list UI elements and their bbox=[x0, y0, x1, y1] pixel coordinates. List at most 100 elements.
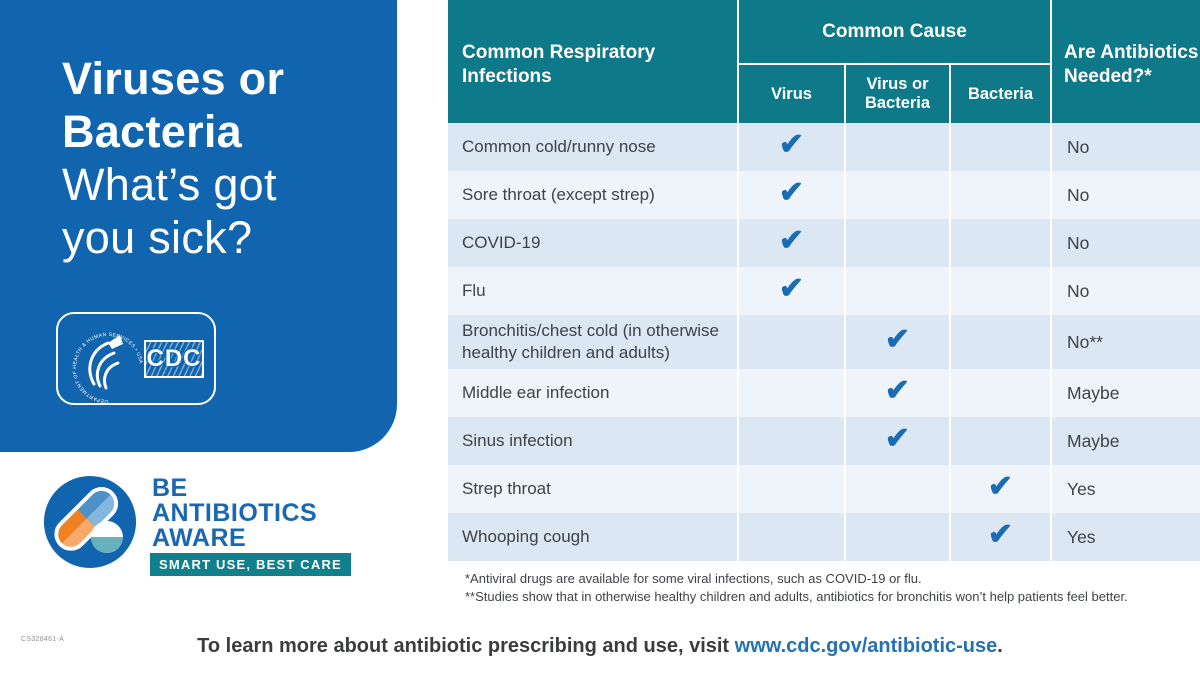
antibiotics-answer: Maybe bbox=[1050, 417, 1200, 465]
cdc-antibiotic-use-link[interactable]: www.cdc.gov/antibiotic-use bbox=[734, 635, 998, 657]
infection-name: Common cold/runny nose bbox=[462, 137, 656, 156]
antibiotics-answer: Yes bbox=[1050, 465, 1200, 513]
cause-cell-bacteria bbox=[949, 417, 1050, 465]
cause-cell-virus bbox=[737, 465, 844, 513]
cause-cell-virus bbox=[737, 369, 844, 417]
table-row: Common cold/runny nose ✔ No bbox=[448, 123, 1200, 171]
baa-line-antibiotics: ANTIBIOTICS bbox=[152, 499, 318, 527]
header-virus: Virus bbox=[737, 63, 844, 123]
cause-cell-virus-or-bacteria: ✔ bbox=[844, 417, 949, 465]
check-icon: ✔ bbox=[884, 422, 911, 455]
antibiotics-answer: No bbox=[1050, 171, 1200, 219]
infection-name: Sore throat (except strep) bbox=[462, 185, 655, 204]
infection-name: Strep throat bbox=[462, 479, 551, 498]
baa-line-be: BE bbox=[152, 474, 188, 502]
document-code: CS328461-A bbox=[21, 636, 65, 643]
infection-name: Sinus infection bbox=[462, 431, 573, 450]
cause-cell-virus: ✔ bbox=[737, 123, 844, 171]
check-icon: ✔ bbox=[987, 470, 1014, 503]
cause-cell-virus: ✔ bbox=[737, 267, 844, 315]
check-icon: ✔ bbox=[987, 518, 1014, 551]
infection-name: Whooping cough bbox=[462, 527, 590, 546]
baa-wordmark: BE ANTIBIOTICS AWARE bbox=[152, 476, 317, 551]
left-panel: Viruses or Bacteria What’s got you sick?… bbox=[0, 0, 397, 452]
header-antibiotics-needed: Are Antibiotics Needed?* bbox=[1050, 0, 1200, 123]
cause-cell-bacteria: ✔ bbox=[949, 465, 1050, 513]
page-title: Viruses or Bacteria What’s got you sick? bbox=[62, 52, 284, 264]
footnotes: *Antiviral drugs are available for some … bbox=[448, 561, 1200, 605]
antibiotics-answer: Yes bbox=[1050, 513, 1200, 561]
check-icon: ✔ bbox=[778, 128, 805, 161]
antibiotics-answer: No bbox=[1050, 123, 1200, 171]
cdc-logo-text: CDC bbox=[146, 345, 202, 372]
header-bacteria: Bacteria bbox=[949, 63, 1050, 123]
cause-cell-bacteria bbox=[949, 315, 1050, 369]
cause-cell-virus-or-bacteria: ✔ bbox=[844, 315, 949, 369]
cause-cell-virus: ✔ bbox=[737, 171, 844, 219]
header-virus-or-bacteria: Virus or Bacteria bbox=[844, 63, 949, 123]
infection-name: Middle ear infection bbox=[462, 383, 610, 402]
baa-banner: SMART USE, BEST CARE bbox=[150, 553, 351, 576]
title-line-sick: you sick? bbox=[62, 212, 253, 263]
title-line-bacteria: Bacteria bbox=[62, 106, 243, 157]
antibiotics-answer: No bbox=[1050, 219, 1200, 267]
footnote-antiviral: *Antiviral drugs are available for some … bbox=[465, 571, 922, 586]
infection-name: Bronchitis/chest cold (in otherwise heal… bbox=[462, 321, 720, 362]
tagline-period: . bbox=[997, 635, 1003, 657]
footnote-bronchitis: **Studies show that in otherwise healthy… bbox=[465, 589, 1128, 604]
hhs-eagle-head bbox=[108, 335, 123, 349]
table-row: Whooping cough ✔ Yes bbox=[448, 513, 1200, 561]
baa-line-aware: AWARE bbox=[152, 524, 247, 552]
infection-name: COVID-19 bbox=[462, 233, 541, 252]
cause-cell-virus-or-bacteria bbox=[844, 513, 949, 561]
cause-cell-bacteria bbox=[949, 369, 1050, 417]
hhs-seal-icon: DEPARTMENT OF HEALTH & HUMAN SERVICES • … bbox=[72, 332, 143, 404]
cause-cell-bacteria bbox=[949, 267, 1050, 315]
antibiotics-answer: Maybe bbox=[1050, 369, 1200, 417]
cause-cell-virus-or-bacteria bbox=[844, 465, 949, 513]
cause-cell-virus: ✔ bbox=[737, 219, 844, 267]
infection-name: Flu bbox=[462, 281, 486, 300]
check-icon: ✔ bbox=[884, 323, 911, 356]
cause-cell-bacteria: ✔ bbox=[949, 513, 1050, 561]
table-row: Sore throat (except strep) ✔ No bbox=[448, 171, 1200, 219]
cdc-logo: CDC bbox=[144, 340, 204, 378]
cause-cell-virus bbox=[737, 513, 844, 561]
check-icon: ✔ bbox=[884, 374, 911, 407]
cause-cell-virus bbox=[737, 315, 844, 369]
tagline-text: To learn more about antibiotic prescribi… bbox=[197, 635, 735, 657]
cause-cell-bacteria bbox=[949, 123, 1050, 171]
cause-cell-virus-or-bacteria bbox=[844, 267, 949, 315]
footer-tagline: To learn more about antibiotic prescribi… bbox=[0, 635, 1200, 658]
table-row: Strep throat ✔ Yes bbox=[448, 465, 1200, 513]
hhs-eagle-icon bbox=[88, 341, 120, 390]
be-antibiotics-aware-logo: BE ANTIBIOTICS AWARE SMART USE, BEST CAR… bbox=[43, 475, 383, 585]
check-icon: ✔ bbox=[778, 224, 805, 257]
table-row: Middle ear infection ✔ Maybe bbox=[448, 369, 1200, 417]
table-row: COVID-19 ✔ No bbox=[448, 219, 1200, 267]
title-line-whats: What’s got bbox=[62, 159, 277, 210]
table-header: Common Respiratory Infections Common Cau… bbox=[448, 0, 1200, 123]
table-row: Sinus infection ✔ Maybe bbox=[448, 417, 1200, 465]
cause-cell-virus bbox=[737, 417, 844, 465]
check-icon: ✔ bbox=[778, 272, 805, 305]
hhs-cdc-logo: DEPARTMENT OF HEALTH & HUMAN SERVICES • … bbox=[56, 312, 216, 405]
table-row: Flu ✔ No bbox=[448, 267, 1200, 315]
header-infections: Common Respiratory Infections bbox=[462, 41, 656, 87]
antibiotics-answer: No** bbox=[1050, 315, 1200, 369]
antibiotics-answer: No bbox=[1050, 267, 1200, 315]
check-icon: ✔ bbox=[778, 176, 805, 209]
cause-cell-virus-or-bacteria bbox=[844, 219, 949, 267]
cause-cell-virus-or-bacteria: ✔ bbox=[844, 369, 949, 417]
table-row: Bronchitis/chest cold (in otherwise heal… bbox=[448, 315, 1200, 369]
cause-cell-bacteria bbox=[949, 219, 1050, 267]
infections-table: Common Respiratory Infections Common Cau… bbox=[448, 0, 1200, 606]
cause-cell-virus-or-bacteria bbox=[844, 123, 949, 171]
title-line-viruses: Viruses or bbox=[62, 53, 285, 104]
header-common-cause: Common Cause bbox=[737, 0, 1050, 63]
cause-cell-bacteria bbox=[949, 171, 1050, 219]
cause-cell-virus-or-bacteria bbox=[844, 171, 949, 219]
table-body: Common cold/runny nose ✔ No Sore throat (ex… bbox=[448, 123, 1200, 561]
pill-icon bbox=[43, 475, 137, 569]
